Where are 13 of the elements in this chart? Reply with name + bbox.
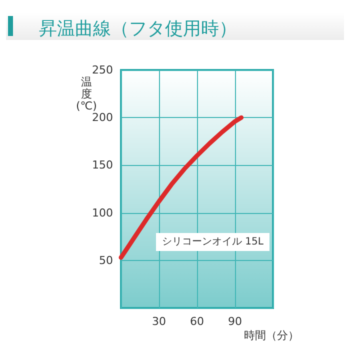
x-tick-label: 90	[228, 315, 242, 328]
line-series	[118, 115, 244, 260]
y-tick-label: 150	[92, 158, 113, 172]
x-tick-label: 30	[152, 315, 166, 328]
y-tick-label: 50	[99, 254, 113, 267]
y-tick-label: 250	[92, 64, 113, 76]
chart-title: 昇温曲線（フタ使用時）	[39, 18, 237, 40]
x-tick-label: 60	[190, 315, 204, 328]
x-axis-title: 時間（分）	[244, 329, 299, 342]
annotation: シリコーンオイル 15L	[162, 236, 264, 248]
y-tick-label: 200	[92, 111, 113, 124]
y-axis-title: 温度(℃)	[76, 76, 97, 112]
y-tick-label: 100	[92, 206, 113, 220]
